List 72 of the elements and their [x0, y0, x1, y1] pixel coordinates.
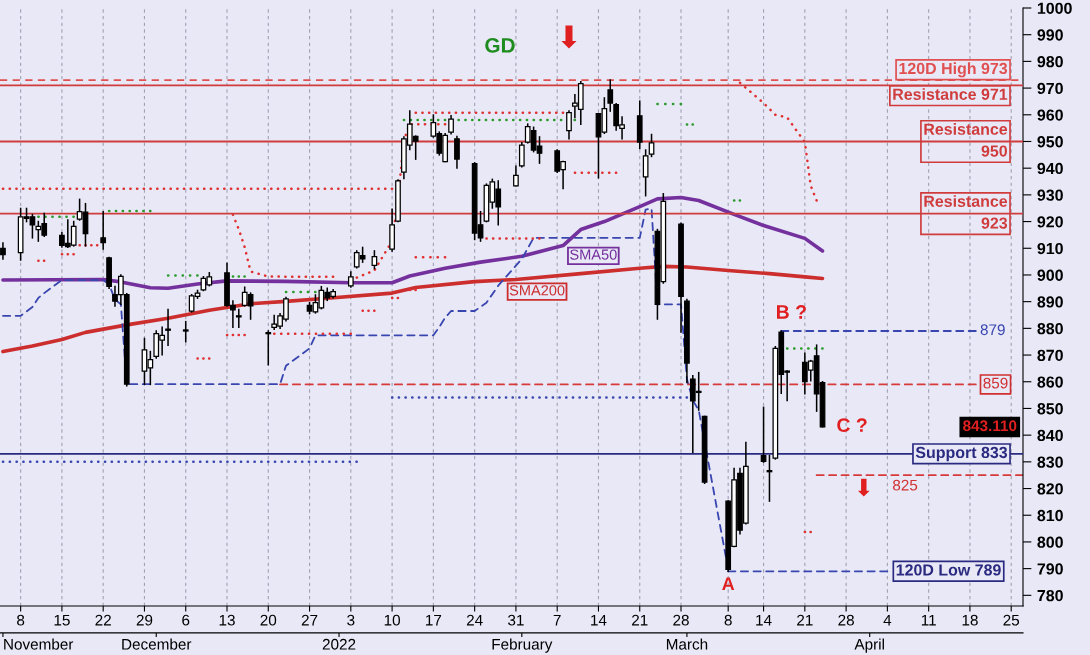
x-tick-label: 7	[553, 614, 561, 626]
y-tick-label: 910	[1037, 242, 1063, 255]
x2-tick-label: April	[854, 638, 884, 653]
y-tick-label: 820	[1037, 483, 1063, 495]
y-tick-label: 980	[1037, 56, 1063, 68]
y-tick-label: 790	[1037, 563, 1063, 575]
x-tick-label: 3	[347, 614, 355, 626]
x-tick-label: 27	[301, 614, 318, 626]
annotation: ⬇	[857, 478, 870, 497]
annotation: 825	[892, 479, 918, 491]
y-tick-label: 890	[1037, 296, 1063, 308]
x-tick-label: 28	[673, 614, 689, 626]
y-tick-label: 950	[1037, 136, 1063, 148]
ref-line-label: Resistance 971	[893, 88, 1008, 100]
y-tick-label: 810	[1037, 509, 1063, 522]
y-tick-label: 860	[1037, 376, 1063, 388]
y-tick-label: 870	[1037, 349, 1063, 361]
y-tick-label: 830	[1037, 456, 1063, 468]
x-tick-label: 17	[426, 614, 442, 626]
x-tick-label: 24	[466, 614, 483, 626]
x-tick-label: 14	[591, 614, 607, 626]
ref-line-label: Resistance 950	[924, 123, 1008, 157]
y-tick-label: 970	[1037, 82, 1063, 95]
y-tick-label: 940	[1037, 162, 1063, 175]
series-label: SMA200	[509, 285, 565, 296]
x-tick-label: 13	[219, 614, 235, 626]
x2-tick-label: February	[492, 638, 553, 653]
x-tick-label: 15	[54, 614, 70, 626]
x-tick-label: 31	[508, 614, 524, 626]
annotation: 843.110	[963, 420, 1017, 432]
ref-line-label: Resistance 923	[924, 195, 1008, 229]
ref-line-label: Support 833	[915, 446, 1008, 462]
annotation: 859	[983, 377, 1008, 389]
x-tick-label: 18	[962, 614, 978, 626]
y-tick-label: 1000	[1037, 2, 1072, 14]
y-tick-label: 840	[1037, 429, 1063, 442]
x2-tick-label: 2022	[322, 638, 356, 650]
y-tick-label: 920	[1037, 216, 1063, 228]
y-tick-label: 800	[1037, 536, 1063, 548]
x2-tick-label: November	[4, 638, 74, 650]
y-tick-label: 900	[1037, 269, 1063, 281]
ref-line-label: 120D High 973	[899, 62, 1008, 78]
x2-tick-label: December	[122, 638, 192, 650]
annotation: 879	[980, 324, 1005, 336]
series-label: SMA50	[570, 249, 617, 260]
y-tick-label: 880	[1037, 322, 1063, 335]
y-tick-label: 850	[1037, 403, 1063, 415]
x-tick-label: 14	[756, 614, 772, 626]
annotation: GD	[485, 38, 515, 53]
annotation: ⬇	[561, 25, 577, 49]
x-tick-label: 29	[136, 614, 153, 626]
y-tick-label: 990	[1037, 29, 1063, 41]
x-tick-label: 22	[95, 614, 111, 626]
y-tick-label: 780	[1037, 589, 1063, 602]
x-tick-label: 28	[838, 614, 854, 626]
x-tick-label: 10	[384, 614, 400, 626]
x-tick-label: 8	[17, 614, 25, 626]
annotation: 120D Low 789	[896, 564, 1001, 576]
annotation: B ?	[777, 305, 806, 319]
y-tick-label: 960	[1037, 109, 1063, 121]
x-tick-label: 6	[182, 614, 190, 626]
y-tick-label: 930	[1037, 189, 1063, 201]
annotation: C ?	[837, 418, 867, 433]
x-tick-label: 25	[1003, 614, 1020, 626]
x-tick-label: 11	[921, 614, 936, 626]
x2-tick-label: March	[666, 638, 708, 650]
x-tick-label: 8	[724, 614, 732, 626]
x-tick-label: 21	[632, 614, 648, 626]
x-tick-label: 4	[883, 614, 892, 626]
x-tick-label: 20	[260, 614, 277, 626]
x-tick-label: 21	[797, 614, 813, 626]
annotation: A	[722, 577, 735, 590]
